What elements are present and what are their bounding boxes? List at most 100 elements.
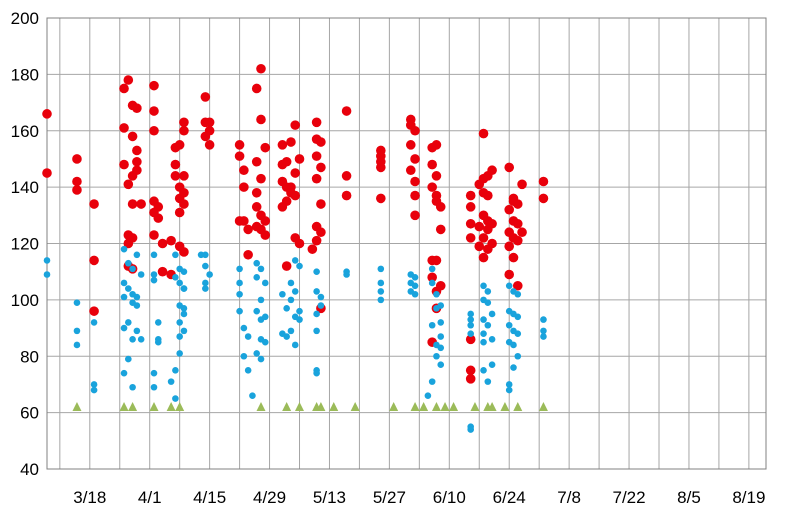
data-point-blue xyxy=(249,392,256,400)
data-point-blue xyxy=(253,259,261,267)
data-point-blue xyxy=(377,296,385,304)
x-tick-label: 5/27 xyxy=(373,488,406,507)
data-point-blue xyxy=(428,378,436,385)
data-point-red xyxy=(149,125,159,136)
data-point-triangle xyxy=(513,401,523,411)
data-point-red xyxy=(538,176,549,187)
data-point-blue xyxy=(540,327,547,335)
data-point-red xyxy=(307,244,318,254)
data-point-red xyxy=(127,233,138,243)
data-point-blue xyxy=(291,341,299,349)
data-point-red xyxy=(277,140,288,150)
data-point-blue xyxy=(313,268,320,275)
data-point-blue xyxy=(480,367,487,374)
data-point-red xyxy=(179,199,189,209)
data-point-blue xyxy=(488,361,496,369)
data-point-red xyxy=(431,140,442,150)
data-point-triangle xyxy=(500,401,510,411)
data-point-red xyxy=(251,202,262,212)
data-point-red xyxy=(435,224,446,235)
data-point-blue xyxy=(313,288,320,295)
data-point-blue xyxy=(253,307,261,315)
data-point-red xyxy=(504,162,515,173)
data-point-blue xyxy=(296,307,303,315)
data-point-red xyxy=(465,334,476,345)
data-point-red xyxy=(256,63,266,74)
data-point-red xyxy=(465,233,476,243)
data-point-blue xyxy=(283,305,290,312)
data-point-red xyxy=(179,117,189,128)
data-point-blue xyxy=(287,327,295,335)
data-point-red xyxy=(405,165,416,176)
data-point-triangle xyxy=(256,401,266,411)
data-point-red xyxy=(427,182,437,192)
data-point-red xyxy=(89,306,99,316)
data-point-red xyxy=(431,171,442,181)
x-tick-label: 3/18 xyxy=(73,488,106,507)
data-point-blue xyxy=(202,251,209,259)
data-point-red xyxy=(435,280,446,291)
data-point-blue xyxy=(202,285,209,292)
data-point-blue xyxy=(172,395,179,402)
data-point-blue xyxy=(176,279,183,287)
data-point-red xyxy=(410,154,420,164)
data-point-red xyxy=(72,154,82,164)
data-point-blue xyxy=(317,293,325,301)
data-point-red xyxy=(127,131,138,142)
data-point-red xyxy=(200,92,211,102)
data-point-red xyxy=(316,227,326,238)
data-point-red xyxy=(174,140,185,150)
data-point-triangle xyxy=(440,401,450,411)
data-point-blue xyxy=(377,288,385,295)
data-point-blue xyxy=(73,327,81,335)
data-point-blue xyxy=(514,313,522,321)
data-point-blue xyxy=(137,271,145,278)
data-point-blue xyxy=(236,265,243,273)
data-point-blue xyxy=(240,352,248,360)
data-point-triangle xyxy=(282,401,292,411)
data-point-blue xyxy=(480,330,487,338)
data-point-blue xyxy=(120,245,128,253)
x-tick-label: 6/10 xyxy=(433,488,466,507)
data-point-blue xyxy=(540,333,547,340)
y-axis-tick-labels: 40 60 80 100 120 140 160 180 200 xyxy=(11,9,39,479)
data-point-blue xyxy=(253,350,261,357)
data-point-blue xyxy=(411,290,419,298)
data-point-blue xyxy=(488,310,496,318)
data-point-red xyxy=(512,218,523,229)
data-point-triangle xyxy=(166,401,176,411)
data-point-blue xyxy=(167,378,175,385)
data-point-red xyxy=(286,187,296,198)
data-point-red xyxy=(281,156,292,167)
x-tick-label: 4/1 xyxy=(138,488,162,507)
data-point-red xyxy=(281,261,292,271)
data-point-red xyxy=(234,140,245,150)
data-point-red xyxy=(487,165,497,176)
data-point-blue xyxy=(150,276,158,284)
data-point-red xyxy=(474,179,485,190)
data-point-triangle xyxy=(538,401,548,411)
data-point-red xyxy=(290,120,301,130)
data-point-blue xyxy=(180,285,188,292)
data-point-red xyxy=(474,221,485,232)
y-tick-label: 160 xyxy=(11,122,39,141)
data-point-blue xyxy=(73,341,81,349)
data-point-red xyxy=(376,162,386,173)
data-point-red xyxy=(170,171,181,181)
data-point-blue xyxy=(176,350,183,357)
data-point-blue xyxy=(90,319,98,326)
y-tick-label: 180 xyxy=(11,65,39,84)
data-point-red xyxy=(311,235,322,246)
data-point-blue xyxy=(150,251,158,259)
data-point-blue xyxy=(467,330,474,338)
data-point-blue xyxy=(480,338,487,346)
data-point-blue xyxy=(206,271,213,278)
data-point-blue xyxy=(433,290,440,298)
data-point-blue xyxy=(176,333,183,340)
data-point-blue xyxy=(120,324,128,332)
data-point-red xyxy=(119,159,129,170)
data-point-red xyxy=(427,272,437,283)
data-point-red xyxy=(290,168,301,178)
data-point-red xyxy=(42,168,52,178)
